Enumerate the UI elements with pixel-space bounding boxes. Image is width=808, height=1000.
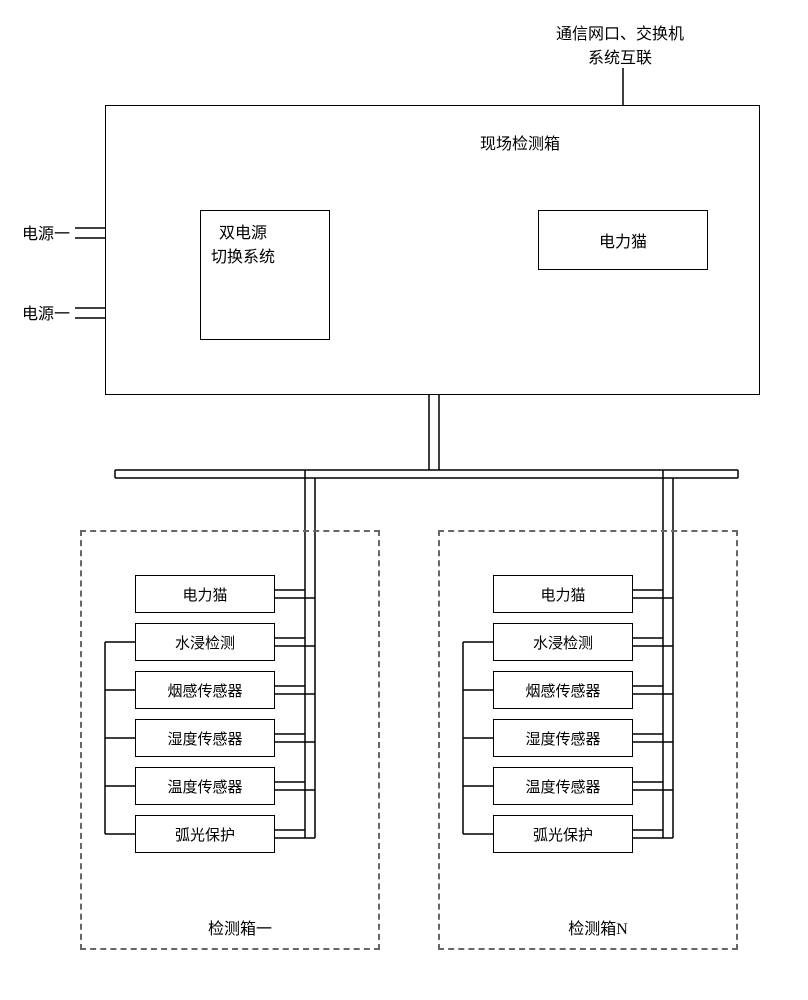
field-detection-title: 现场检测箱 (445, 130, 595, 154)
cabinet-n-plc: 电力猫 (493, 575, 633, 613)
top-network-label: 通信网口、交换机 系统互联 (510, 20, 730, 68)
dual-power-switch: 双电源 切换系统 (200, 210, 330, 340)
cabinet-n-temp: 温度传感器 (493, 767, 633, 805)
cabinet-n-humidity: 湿度传感器 (493, 719, 633, 757)
cabinet-1-smoke: 烟感传感器 (135, 671, 275, 709)
cabinet-1-temp: 温度传感器 (135, 767, 275, 805)
cabinet-n-arc: 弧光保护 (493, 815, 633, 853)
cabinet-1-humidity: 湿度传感器 (135, 719, 275, 757)
cabinet-n-title: 检测箱N (548, 915, 648, 939)
power-cat-main: 电力猫 (538, 210, 708, 270)
cabinet-n-smoke: 烟感传感器 (493, 671, 633, 709)
power-source-1b: 电源一 (22, 300, 70, 324)
power-source-1a: 电源一 (22, 220, 70, 244)
cabinet-n-water: 水浸检测 (493, 623, 633, 661)
cabinet-1-arc: 弧光保护 (135, 815, 275, 853)
cabinet-1-plc: 电力猫 (135, 575, 275, 613)
cabinet-1-water: 水浸检测 (135, 623, 275, 661)
cabinet-1-title: 检测箱一 (190, 915, 290, 939)
